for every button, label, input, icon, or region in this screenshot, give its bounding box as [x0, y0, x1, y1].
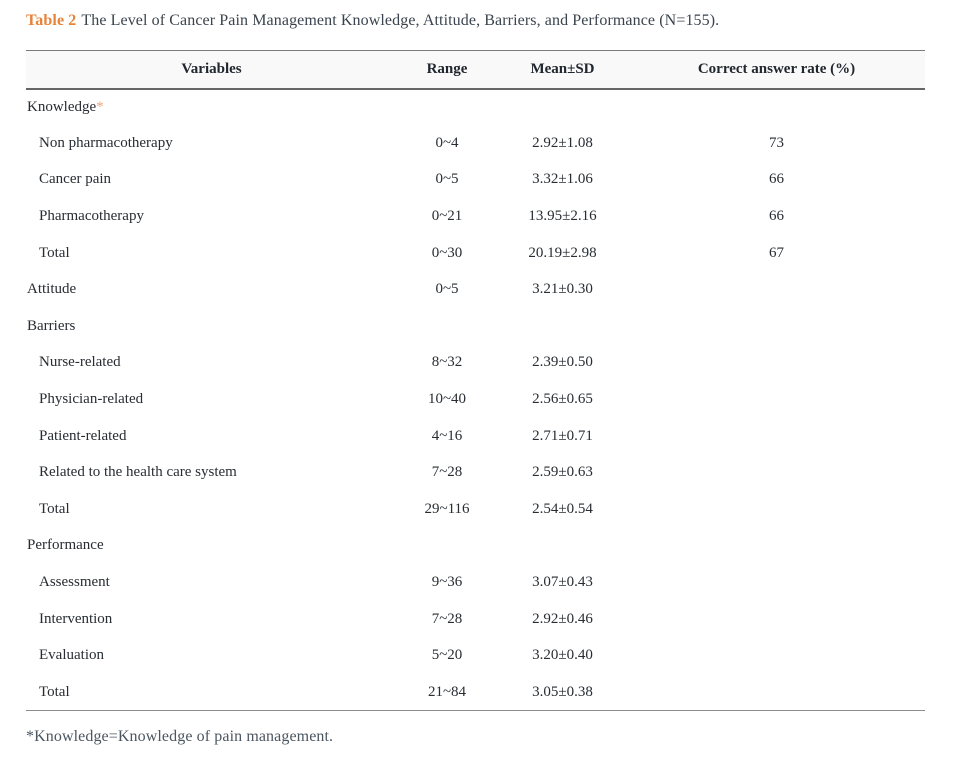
- correct-rate-cell: 66: [769, 171, 784, 188]
- variable-cell: Attitude: [27, 281, 77, 298]
- correct-rate-cell: [628, 381, 925, 418]
- table-row: Assessment 9~36 3.07±0.43: [26, 564, 925, 601]
- table-row: Evaluation 5~20 3.20±0.40: [26, 637, 925, 674]
- correct-rate-cell: [628, 308, 925, 345]
- table-title-text: The Level of Cancer Pain Management Know…: [81, 12, 720, 29]
- correct-rate-cell: [628, 271, 925, 308]
- range-cell: 5~20: [431, 647, 463, 664]
- variable-cell: Nurse-related: [39, 354, 121, 371]
- variable-cell: Total: [39, 500, 70, 517]
- variable-cell: Intervention: [39, 610, 113, 627]
- mean-sd-cell: 3.07±0.43: [532, 574, 593, 591]
- range-cell: [397, 308, 497, 345]
- section-row: Performance: [26, 527, 925, 565]
- range-cell: 0~5: [435, 171, 459, 188]
- variable-cell: Total: [39, 683, 70, 700]
- section-row: Knowledge*: [26, 88, 925, 126]
- mean-sd-cell: 3.20±0.40: [532, 647, 593, 664]
- range-cell: [397, 528, 497, 565]
- table-row: Intervention 7~28 2.92±0.46: [26, 600, 925, 638]
- range-cell: 0~30: [431, 244, 463, 261]
- correct-rate-cell: [628, 528, 925, 565]
- variable-cell: Performance: [27, 537, 104, 554]
- table-body: Knowledge* Non pharmacotherapy 0~4 2.92±1.0…: [26, 88, 925, 711]
- variable-cell: Evaluation: [39, 647, 104, 664]
- table-row: Patient-related 4~16 2.71±0.71: [26, 417, 925, 455]
- table-footnote: *Knowledge=Knowledge of pain management.: [26, 728, 334, 746]
- range-cell: 4~16: [431, 427, 463, 444]
- column-header-mean-sd: Mean±SD: [530, 60, 595, 77]
- mean-sd-cell: 2.54±0.54: [532, 500, 593, 517]
- table-row: Physician-related 10~40 2.56±0.65: [26, 381, 925, 418]
- table-row: Pharmacotherapy 0~21 13.95±2.16 66: [26, 198, 925, 235]
- variable-cell: Knowledge*: [27, 98, 104, 115]
- correct-rate-cell: [628, 674, 925, 711]
- table-row: Nurse-related 8~32 2.39±0.50: [26, 344, 925, 382]
- table-number-label: Table 2: [26, 12, 77, 29]
- correct-rate-cell: [628, 454, 925, 491]
- range-cell: 0~4: [435, 134, 459, 151]
- correct-rate-cell: [628, 418, 925, 455]
- range-cell: 7~28: [431, 610, 463, 627]
- table-row: Related to the health care system 7~28 2.5…: [26, 454, 925, 492]
- footnote-marker: *: [96, 98, 104, 115]
- correct-rate-cell: 66: [769, 208, 784, 225]
- mean-sd-cell: 2.71±0.71: [532, 427, 593, 444]
- mean-sd-cell: [497, 89, 628, 126]
- range-cell: 0~5: [435, 281, 459, 298]
- table-caption: Table 2 The Level of Cancer Pain Manageme…: [26, 10, 971, 32]
- column-header-variables: Variables: [181, 60, 242, 77]
- range-cell: 21~84: [427, 683, 467, 700]
- correct-rate-cell: [628, 564, 925, 601]
- mean-sd-cell: 3.21±0.30: [532, 281, 593, 298]
- column-header-correct-rate: Correct answer rate (%): [697, 60, 856, 77]
- header-row: Variables Range Mean±SD Correct answer r…: [26, 50, 925, 89]
- column-header-range: Range: [426, 60, 468, 77]
- mean-sd-cell: [497, 528, 628, 565]
- correct-rate-cell: 67: [769, 244, 784, 261]
- range-cell: 8~32: [431, 354, 463, 371]
- variable-cell: Assessment: [39, 574, 110, 591]
- mean-sd-cell: 2.59±0.63: [532, 464, 593, 481]
- range-cell: [397, 89, 497, 126]
- mean-sd-cell: 3.05±0.38: [532, 683, 593, 700]
- table-row: Total 0~30 20.19±2.98 67: [26, 234, 925, 272]
- table-row: Cancer pain 0~5 3.32±1.06 66: [26, 161, 925, 199]
- table-row: Total 21~84 3.05±0.38: [26, 674, 925, 711]
- variable-cell: Patient-related: [39, 427, 127, 444]
- mean-sd-cell: 2.39±0.50: [532, 354, 593, 371]
- variable-cell: Physician-related: [39, 391, 144, 408]
- correct-rate-cell: [628, 637, 925, 674]
- variable-cell: Cancer pain: [39, 171, 112, 188]
- variable-cell: Total: [39, 244, 70, 261]
- mean-sd-cell: 3.32±1.06: [532, 171, 593, 188]
- data-table: Variables Range Mean±SD Correct answer r…: [26, 50, 925, 712]
- correct-rate-cell: [628, 89, 925, 126]
- range-cell: 9~36: [431, 574, 463, 591]
- range-cell: 29~116: [424, 500, 470, 517]
- mean-sd-cell: [497, 308, 628, 345]
- range-cell: 10~40: [427, 391, 467, 408]
- mean-sd-cell: 20.19±2.98: [528, 244, 597, 261]
- range-cell: 0~21: [431, 208, 463, 225]
- variable-cell: Related to the health care system: [39, 464, 237, 481]
- section-row: Attitude 0~5 3.21±0.30: [26, 271, 925, 309]
- variable-cell: Pharmacotherapy: [39, 208, 144, 225]
- correct-rate-cell: [628, 601, 925, 638]
- section-row: Barriers: [26, 308, 925, 345]
- table-row: Total 29~116 2.54±0.54: [26, 491, 925, 528]
- mean-sd-cell: 13.95±2.16: [528, 208, 597, 225]
- table-row: Non pharmacotherapy 0~4 2.92±1.08 73: [26, 125, 925, 162]
- paper-page: Table 2 The Level of Cancer Pain Manageme…: [26, 10, 971, 746]
- correct-rate-cell: [628, 491, 925, 528]
- range-cell: 7~28: [431, 464, 463, 481]
- mean-sd-cell: 2.92±0.46: [532, 610, 593, 627]
- variable-cell: Barriers: [27, 317, 76, 334]
- correct-rate-cell: [628, 345, 925, 382]
- correct-rate-cell: 73: [769, 134, 784, 151]
- mean-sd-cell: 2.56±0.65: [532, 391, 593, 408]
- table-header: Variables Range Mean±SD Correct answer r…: [26, 50, 925, 89]
- mean-sd-cell: 2.92±1.08: [532, 134, 593, 151]
- variable-cell: Non pharmacotherapy: [39, 134, 173, 151]
